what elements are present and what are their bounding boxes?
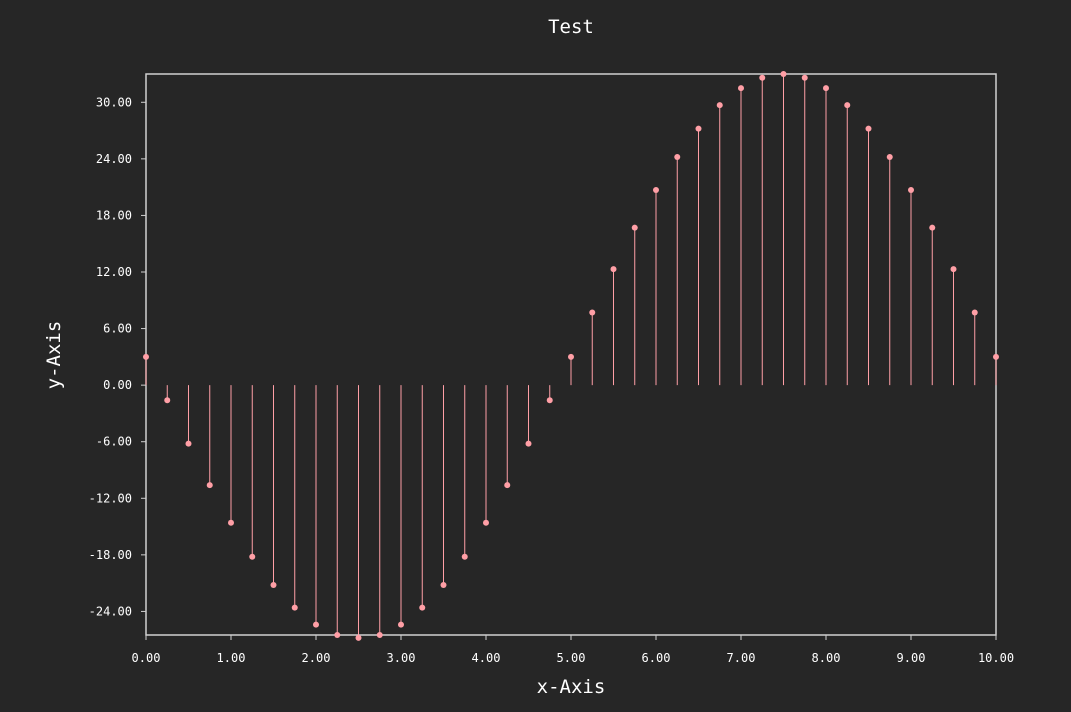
stem-marker <box>886 153 893 160</box>
stem-marker <box>738 85 744 92</box>
y-axis-label: y-Axis <box>43 321 65 390</box>
stem-marker <box>525 440 532 447</box>
x-tick-label: 6.00 <box>642 651 671 665</box>
y-tick-label: -12.00 <box>89 491 132 505</box>
stem-marker <box>950 266 957 273</box>
x-tick-label: 5.00 <box>557 651 586 665</box>
stem-marker <box>185 440 192 447</box>
y-tick-label: -24.00 <box>89 604 132 618</box>
stem-marker <box>844 102 851 109</box>
y-axis-ticks: -24.00 -18.00 -12.00 -6.00 0.00 6.00 12.00 18.0… <box>89 95 146 618</box>
stem-marker <box>865 125 872 132</box>
stem-marker <box>228 519 234 526</box>
x-tick-label: 1.00 <box>217 651 246 665</box>
stem-marker <box>823 85 829 92</box>
x-tick-label: 4.00 <box>472 651 501 665</box>
chart-title: Test <box>548 16 594 38</box>
stem-marker <box>674 153 681 160</box>
stem-marker <box>398 621 404 628</box>
stem-marker <box>971 309 978 316</box>
stem-marker <box>908 186 914 193</box>
stem-marker <box>461 553 468 560</box>
stem-marker <box>334 632 341 638</box>
stem-marker <box>780 71 787 77</box>
stem-marker <box>546 397 553 404</box>
x-tick-label: 0.00 <box>132 651 161 665</box>
x-axis-ticks: 0.00 1.00 2.00 3.00 4.00 5.00 6.00 7.00 8.00 9.00… <box>132 635 1014 665</box>
stem-marker <box>610 266 617 273</box>
stem-marker <box>695 125 702 132</box>
stem-marker <box>164 397 171 404</box>
stem-marker <box>419 604 426 611</box>
y-tick-label: 18.00 <box>96 208 132 222</box>
y-tick-label: 6.00 <box>103 322 132 336</box>
stem-marker <box>759 74 766 81</box>
stem-marker <box>376 632 383 638</box>
x-axis-label: x-Axis <box>537 676 606 698</box>
stem-marker <box>653 186 659 193</box>
stem-marker <box>313 621 319 628</box>
x-tick-label: 7.00 <box>727 651 756 665</box>
y-tick-label: 12.00 <box>96 265 132 279</box>
stem-marker <box>270 582 277 589</box>
stem-marker <box>568 353 574 360</box>
stem-marker <box>206 482 213 489</box>
stem-marker <box>993 353 999 360</box>
stem-marker <box>801 74 808 81</box>
x-tick-label: 2.00 <box>302 651 331 665</box>
stem-series <box>143 71 999 641</box>
stem-marker <box>929 224 936 231</box>
stem-marker <box>249 553 256 560</box>
x-tick-label: 9.00 <box>897 651 926 665</box>
stem-marker <box>483 519 489 526</box>
x-tick-label: 3.00 <box>387 651 416 665</box>
y-tick-label: -18.00 <box>89 548 132 562</box>
x-tick-label: 10.00 <box>978 651 1014 665</box>
stem-marker <box>589 309 596 316</box>
stem-marker <box>291 604 298 611</box>
y-tick-label: -6.00 <box>96 435 132 449</box>
y-tick-label: 0.00 <box>103 378 132 392</box>
y-tick-label: 24.00 <box>96 152 132 166</box>
stem-marker <box>631 224 638 231</box>
stem-marker <box>143 353 149 360</box>
stem-marker <box>355 634 362 641</box>
stem-marker <box>504 482 511 489</box>
y-tick-label: 30.00 <box>96 95 132 109</box>
stem-marker <box>716 102 723 109</box>
stem-marker <box>440 582 447 589</box>
x-tick-label: 8.00 <box>812 651 841 665</box>
